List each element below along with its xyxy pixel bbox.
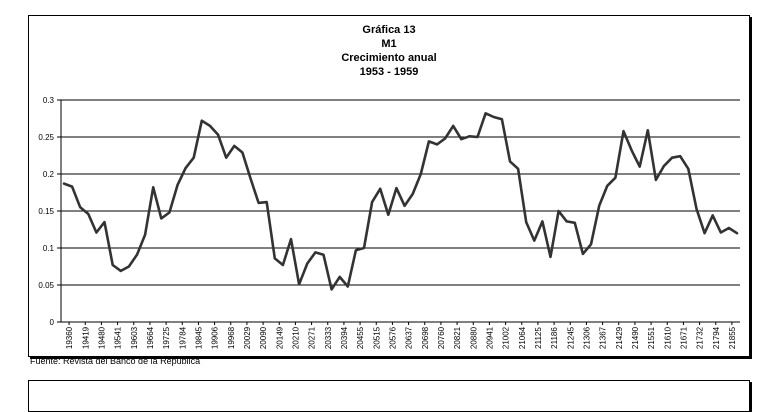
x-tick-label: 19419 xyxy=(81,326,90,349)
x-tick-label: 20698 xyxy=(421,326,430,349)
x-tick-label: 20880 xyxy=(469,326,478,349)
chart-title-line-2: M1 xyxy=(381,38,397,50)
x-tick-label: 21125 xyxy=(534,327,543,349)
x-tick-label: 19845 xyxy=(194,326,203,349)
y-tick-label: 0.2 xyxy=(43,170,55,179)
x-tick-label: 20637 xyxy=(405,326,414,349)
x-tick-label: 21671 xyxy=(679,326,688,349)
series-line xyxy=(62,112,739,291)
x-tick-label: 20515 xyxy=(372,326,381,349)
x-tick-label: 19603 xyxy=(130,326,139,349)
x-tick-label: 20821 xyxy=(453,326,462,349)
chart-title-line-4: 1953 - 1959 xyxy=(359,66,419,78)
x-tick-label: 20210 xyxy=(291,326,300,349)
x-tick-label: 19480 xyxy=(97,326,106,349)
x-tick-label: 21794 xyxy=(712,326,721,349)
x-tick-label: 20149 xyxy=(275,326,284,349)
x-tick-label: 20090 xyxy=(259,326,268,349)
x-tick-label: 20394 xyxy=(340,326,349,349)
source-note: Fuente: Revista del Banco de la Repúblic… xyxy=(30,356,201,366)
x-tick-label: 21002 xyxy=(502,326,511,349)
x-tick-label: 19541 xyxy=(114,326,123,349)
x-tick-label: 19906 xyxy=(211,326,220,349)
x-tick-label: 21186 xyxy=(550,327,559,349)
chart-frame: Gráfica 13 M1 Crecimiento anual 1953 - 1… xyxy=(28,15,750,357)
x-tick-label: 21551 xyxy=(647,326,656,349)
chart-title-line-3: Crecimiento anual xyxy=(341,52,437,64)
y-tick-label: 0.05 xyxy=(38,281,54,290)
y-tick-label: 0.1 xyxy=(43,244,55,253)
x-tick-label: 21306 xyxy=(582,326,591,349)
x-tick-label: 21855 xyxy=(728,326,737,349)
x-tick-label: 20333 xyxy=(324,326,333,349)
x-tick-label: 21064 xyxy=(518,326,527,349)
x-tick-label: 20029 xyxy=(243,326,252,349)
y-tick-label: 0.15 xyxy=(38,207,54,216)
x-tick-label: 20455 xyxy=(356,326,365,349)
x-tick-label: 20576 xyxy=(388,326,397,349)
x-tick-label: 19360 xyxy=(65,326,74,349)
x-tick-label: 21732 xyxy=(696,326,705,349)
x-tick-label: 21490 xyxy=(631,326,640,349)
x-tick-label: 19664 xyxy=(146,326,155,349)
y-tick-label: 0.3 xyxy=(43,96,55,105)
y-tick-label: 0.25 xyxy=(38,133,54,142)
x-tick-label: 20271 xyxy=(308,326,317,349)
x-tick-label: 20760 xyxy=(437,326,446,349)
x-tick-label: 19784 xyxy=(178,326,187,349)
y-tick-label: 0 xyxy=(50,318,55,327)
x-tick-label: 21367 xyxy=(599,326,608,349)
x-tick-label: 20941 xyxy=(485,326,494,349)
chart-title-line-1: Gráfica 13 xyxy=(362,24,416,36)
x-tick-label: 21245 xyxy=(566,326,575,349)
x-tick-label: 19725 xyxy=(162,326,171,349)
line-chart: 0 0.05 0.1 0.15 0.2 0.25 0.3 19360 19419 19480 195… xyxy=(38,96,740,349)
x-tick-label: 21610 xyxy=(663,326,672,349)
x-tick-label: 21429 xyxy=(615,326,624,349)
x-tick-label: 19968 xyxy=(227,326,236,349)
next-chart-frame xyxy=(28,380,750,412)
